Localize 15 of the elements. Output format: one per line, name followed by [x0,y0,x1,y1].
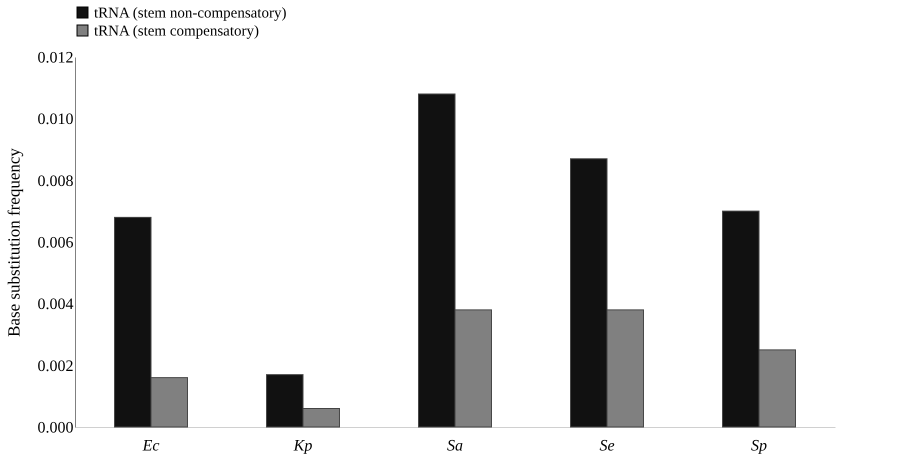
y-axis-title: Base substitution frequency [4,148,24,337]
x-tick-label: Sa [447,438,463,454]
y-tick-label: 0.002 [38,358,74,375]
y-tick-label: 0.000 [38,420,74,436]
x-tick-label: Se [599,438,615,454]
y-tick-label: 0.006 [38,234,74,252]
y-tick-label: 0.010 [38,111,74,128]
y-tick-label: 0.012 [38,50,74,66]
x-tick-label: Ec [142,438,160,454]
legend-label: tRNA (stem compensatory) [94,24,259,40]
x-tick-label: Kp [292,438,312,454]
y-tick-label: 0.008 [38,172,74,190]
x-tick-label: Sp [751,438,767,454]
legend-label: tRNA (stem non-compensatory) [94,6,286,22]
y-tick-label: 0.004 [38,296,74,314]
